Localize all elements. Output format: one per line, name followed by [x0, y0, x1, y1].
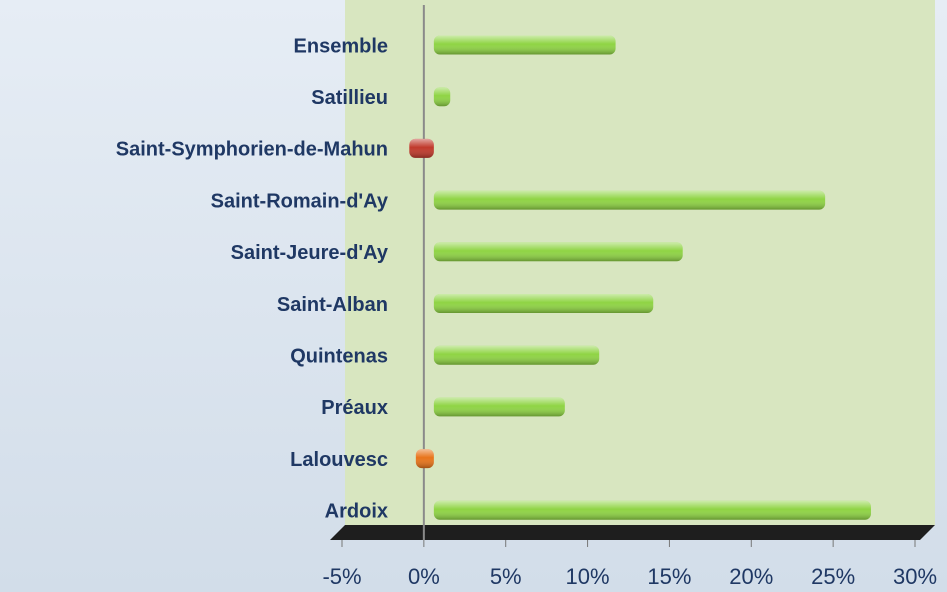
category-label: Satillieu	[311, 87, 388, 109]
plot-area	[345, 0, 935, 525]
x-tick-label: -5%	[322, 564, 361, 589]
x-tick-label: 20%	[729, 564, 773, 589]
bar-shade	[433, 294, 654, 313]
x-tick-label: 10%	[566, 564, 610, 589]
x-tick-label: 15%	[647, 564, 691, 589]
x-tick-label: 0%	[408, 564, 440, 589]
x-tick-label: 30%	[893, 564, 937, 589]
category-label: Lalouvesc	[290, 449, 388, 471]
category-label: Saint-Symphorien-de-Mahun	[116, 139, 388, 161]
category-label: Saint-Alban	[277, 294, 388, 316]
x-tick-label: 25%	[811, 564, 855, 589]
category-label: Quintenas	[290, 345, 388, 367]
bar-shade	[433, 397, 565, 417]
bar-shade	[433, 87, 451, 107]
bar-shade	[433, 35, 616, 55]
bar-shade	[433, 345, 600, 365]
floor	[330, 525, 935, 540]
x-tick-label: 5%	[490, 564, 522, 589]
category-label: Préaux	[321, 397, 388, 419]
category-label: Saint-Romain-d'Ay	[211, 190, 389, 212]
bar-shade	[433, 242, 683, 262]
category-label: Saint-Jeure-d'Ay	[231, 242, 389, 264]
bar-shade	[415, 449, 434, 469]
category-label: Ardoix	[325, 501, 388, 523]
bar-shade	[433, 500, 871, 520]
bar-shade	[433, 190, 826, 210]
bar-shade	[409, 138, 434, 158]
category-label: Ensemble	[294, 35, 388, 57]
